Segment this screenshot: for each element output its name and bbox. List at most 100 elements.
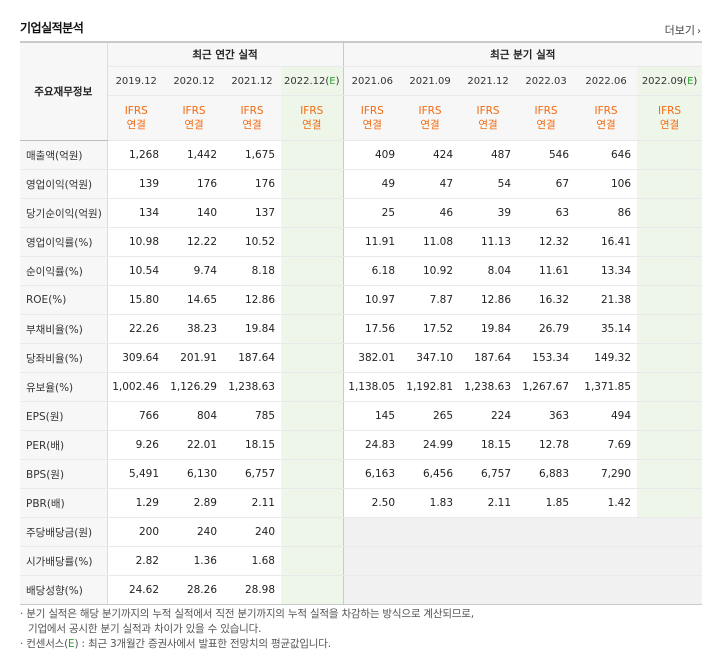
value-cell (459, 546, 518, 576)
value-cell: 1.68 (223, 546, 281, 576)
value-cell: 63 (517, 198, 576, 228)
row-label: 영업이익률(%) (20, 227, 108, 257)
value-cell: 224 (459, 401, 518, 431)
consolidated-label: 연결 (184, 119, 204, 131)
value-cell: 12.32 (517, 227, 576, 257)
value-cell: 7,290 (575, 459, 638, 489)
value-cell: 106 (575, 169, 638, 199)
value-cell: 424 (401, 140, 460, 170)
section-title: 기업실적분석 (20, 21, 84, 35)
value-cell: 1.36 (165, 546, 223, 576)
value-cell: 11.61 (517, 256, 576, 286)
value-cell: 240 (223, 517, 281, 547)
footnote-1-cont: 기업에서 공시한 분기 실적과 차이가 있을 수 있습니다. (28, 623, 262, 635)
value-cell: 16.32 (517, 285, 576, 315)
value-cell: 67 (517, 169, 576, 199)
consolidated-label: 연결 (362, 119, 382, 131)
value-cell: 134 (107, 198, 165, 228)
value-cell: 6,456 (401, 459, 460, 489)
value-cell: 6,757 (223, 459, 281, 489)
footnote-2-suffix: ) : 최근 3개월간 증권사에서 발표한 전망치의 평균값입니다. (74, 638, 331, 650)
table-row: 배당성향(%) 24.62 28.26 28.98 (20, 575, 703, 605)
value-cell (343, 517, 402, 547)
value-cell (637, 285, 703, 315)
value-cell: 9.74 (165, 256, 223, 286)
value-cell: 12.86 (459, 285, 518, 315)
value-cell: 1,267.67 (517, 372, 576, 402)
value-cell: 18.15 (459, 430, 518, 460)
value-cell: 1.83 (401, 488, 460, 518)
value-cell (637, 517, 703, 547)
ifrs-header: IFRS 연결 (281, 95, 344, 141)
value-cell (575, 546, 638, 576)
value-cell: 309.64 (107, 343, 165, 373)
value-cell: 2.11 (223, 488, 281, 518)
value-cell: 149.32 (575, 343, 638, 373)
value-cell: 54 (459, 169, 518, 199)
row-label: BPS(원) (20, 459, 108, 489)
value-cell: 1,238.63 (459, 372, 518, 402)
value-cell: 12.86 (223, 285, 281, 315)
value-cell (281, 314, 344, 344)
value-cell (637, 372, 703, 402)
value-cell: 22.26 (107, 314, 165, 344)
ifrs-header: IFRS 연결 (575, 95, 638, 141)
ifrs-header: IFRS 연결 (107, 95, 165, 141)
value-cell: 10.98 (107, 227, 165, 257)
value-cell (281, 459, 344, 489)
ifrs-label: IFRS (182, 105, 206, 117)
value-cell: 363 (517, 401, 576, 431)
value-cell (343, 575, 402, 605)
table-row: 당좌비율(%) 309.64 201.91 187.64 382.01 347.10 187… (20, 343, 703, 373)
value-cell: 494 (575, 401, 638, 431)
value-cell: 1,126.29 (165, 372, 223, 402)
footnote-2: · 컨센서스(E) : 최근 3개월간 증권사에서 발표한 전망치의 평균값입니… (20, 638, 331, 650)
footnote-1-text: 분기 실적은 해당 분기까지의 누적 실적에서 직전 분기까지의 누적 실적을 … (26, 608, 474, 620)
value-cell: 265 (401, 401, 460, 431)
row-label: ROE(%) (20, 285, 108, 315)
period-header: 2022.06 (575, 66, 638, 96)
value-cell: 10.52 (223, 227, 281, 257)
ifrs-header: IFRS 연결 (517, 95, 576, 141)
value-cell (281, 517, 344, 547)
value-cell: 9.26 (107, 430, 165, 460)
period-header: 2022.12(E) (281, 66, 344, 96)
value-cell (637, 575, 703, 605)
value-cell: 2.89 (165, 488, 223, 518)
value-cell: 7.69 (575, 430, 638, 460)
value-cell: 25 (343, 198, 402, 228)
value-cell: 17.56 (343, 314, 402, 344)
value-cell (575, 575, 638, 605)
value-cell (401, 517, 460, 547)
row-label: PER(배) (20, 430, 108, 460)
period-label: 2022.09 (641, 75, 684, 87)
row-label: 부채비율(%) (20, 314, 108, 344)
table-row: 영업이익(억원) 139 176 176 49 47 54 67 106 (20, 169, 703, 199)
consolidated-label: 연결 (302, 119, 322, 131)
footnote-2-e: E (68, 638, 75, 650)
value-cell: 1,675 (223, 140, 281, 170)
value-cell (459, 575, 518, 605)
more-link[interactable]: 더보기 › (665, 22, 701, 38)
value-cell: 6,163 (343, 459, 402, 489)
value-cell (401, 546, 460, 576)
consolidated-label: 연결 (242, 119, 262, 131)
consolidated-label: 연결 (126, 119, 146, 131)
value-cell: 10.97 (343, 285, 402, 315)
period-header: 2021.12 (223, 66, 281, 96)
table-row: PBR(배) 1.29 2.89 2.11 2.50 1.83 2.11 1.85 1.42 (20, 488, 703, 518)
more-link-label: 더보기 (664, 24, 695, 37)
value-cell: 47 (401, 169, 460, 199)
row-label: 매출액(억원) (20, 140, 108, 170)
value-cell: 5,491 (107, 459, 165, 489)
value-cell (281, 227, 344, 257)
ifrs-header: IFRS 연결 (223, 95, 281, 141)
footnotes: · 분기 실적은 해당 분기까지의 누적 실적에서 직전 분기까지의 누적 실적… (20, 607, 474, 652)
period-header: 2020.12 (165, 66, 223, 96)
value-cell (637, 256, 703, 286)
value-cell (281, 256, 344, 286)
value-cell: 49 (343, 169, 402, 199)
estimate-marker: E (329, 75, 336, 87)
value-cell: 6,130 (165, 459, 223, 489)
value-cell (281, 372, 344, 402)
